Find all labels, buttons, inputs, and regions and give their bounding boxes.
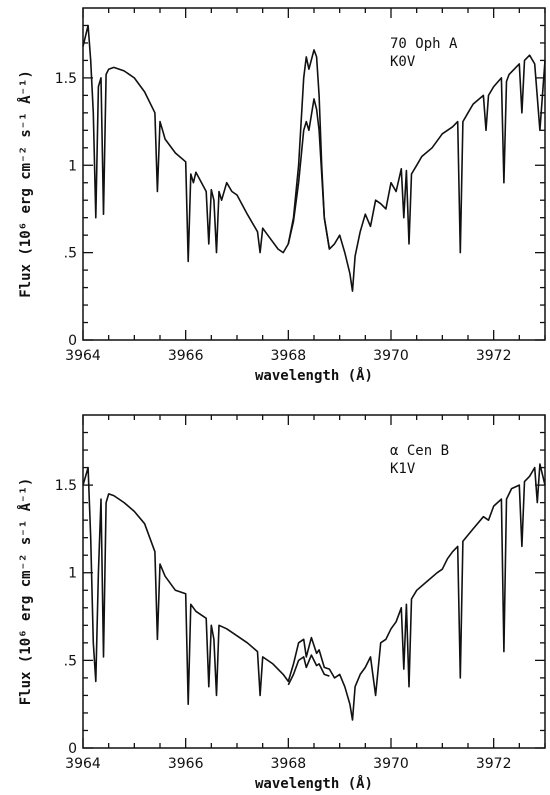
x-tick-label: 3968 xyxy=(271,348,307,364)
y-tick-label: 1.5 xyxy=(55,71,77,87)
y-tick-label: 0 xyxy=(68,741,77,757)
y-axis-label: Flux (10⁶ erg cm⁻² s⁻¹ Å⁻¹) xyxy=(17,70,34,298)
y-tick-label: .5 xyxy=(64,246,77,262)
x-tick-label: 3964 xyxy=(65,756,101,772)
x-tick-label: 3966 xyxy=(168,756,204,772)
y-axis-label: Flux (10⁶ erg cm⁻² s⁻¹ Å⁻¹) xyxy=(17,478,34,706)
star-annotation-line: K0V xyxy=(390,54,416,70)
y-tick-label: 1 xyxy=(68,158,77,174)
x-tick-label: 3970 xyxy=(373,348,409,364)
spectrum-series-0 xyxy=(82,24,546,292)
x-axis-label: wavelength (Å) xyxy=(255,367,373,384)
panel-70-oph-a: 3964 3966 3968 3970 3972 0 .5 1 1.5 wavelength (Å… xyxy=(17,7,546,384)
panel-alpha-cen-b: 3964 3966 3968 3970 3972 0 .5 1 1.5 wavelength (Å… xyxy=(17,414,546,792)
x-axis-label: wavelength (Å) xyxy=(255,775,373,792)
x-tick-label: 3968 xyxy=(271,756,307,772)
y-tick-label: 0 xyxy=(68,333,77,349)
x-tick-label: 3964 xyxy=(65,348,101,364)
plot-frame xyxy=(82,414,546,749)
y-tick-label: 1.5 xyxy=(55,478,77,494)
star-annotation-line: K1V xyxy=(390,461,416,477)
plot-frame xyxy=(82,7,546,341)
y-tick-label: 1 xyxy=(68,566,77,582)
y-tick-label: .5 xyxy=(64,653,77,669)
spectrum-series-0 xyxy=(82,463,546,721)
star-annotation-line: α Cen B xyxy=(390,443,449,459)
star-annotation-line: 70 Oph A xyxy=(390,36,458,52)
x-tick-label: 3966 xyxy=(168,348,204,364)
spectrum-series-1 xyxy=(287,654,330,686)
x-tick-label: 3970 xyxy=(373,756,409,772)
x-tick-label: 3972 xyxy=(476,348,512,364)
spectrum-series-1 xyxy=(287,98,331,250)
x-tick-label: 3972 xyxy=(476,756,512,772)
